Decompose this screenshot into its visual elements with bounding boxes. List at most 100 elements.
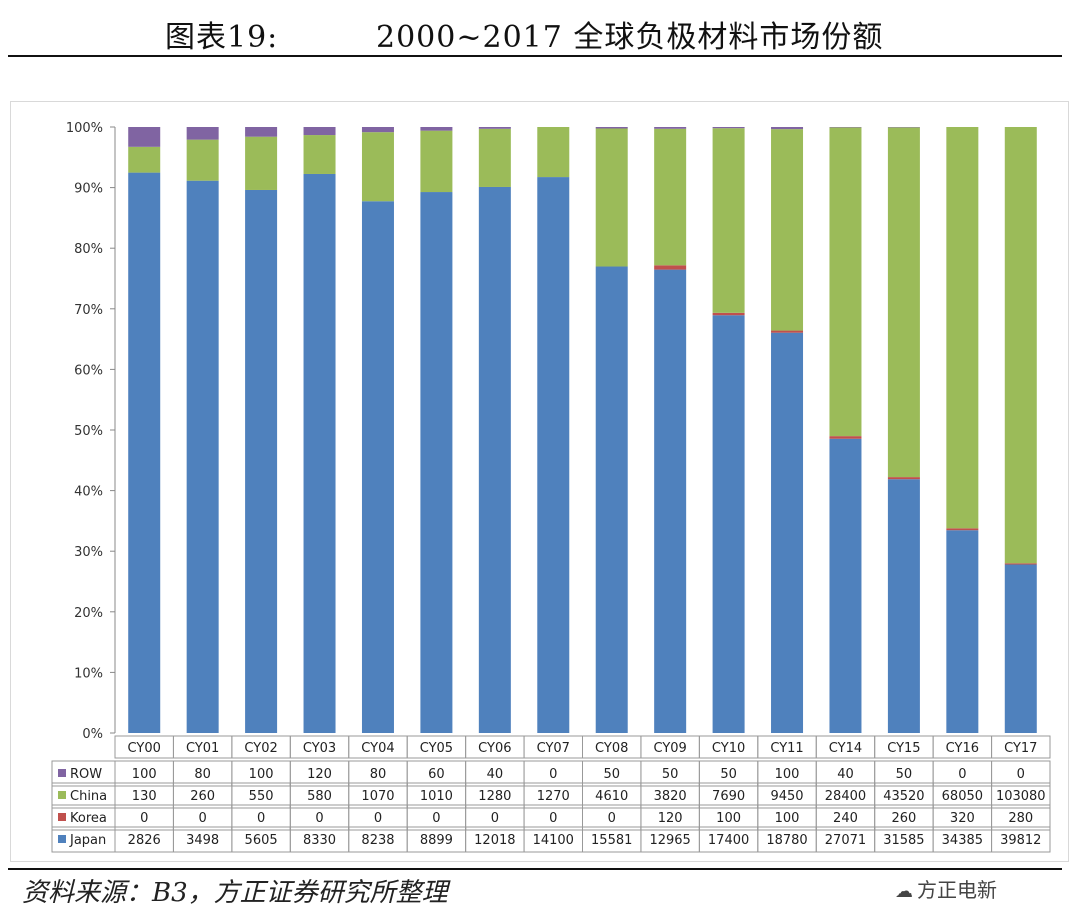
- data-label-korea: 0: [549, 811, 557, 826]
- category-label: CY02: [244, 741, 277, 756]
- data-label-korea: 0: [432, 811, 440, 826]
- category-label: CY08: [595, 741, 628, 756]
- category-label: CY06: [478, 741, 511, 756]
- data-label-china: 68050: [942, 789, 983, 804]
- category-label: CY10: [712, 741, 745, 756]
- bar-japan-cy14: [829, 439, 861, 733]
- y-tick-label: 40%: [74, 485, 103, 500]
- data-label-korea: 260: [891, 811, 916, 826]
- bar-china-cy03: [304, 135, 336, 174]
- bar-korea-cy09: [654, 265, 686, 269]
- data-label-japan: 3498: [186, 833, 219, 848]
- data-label-japan: 31585: [883, 833, 924, 848]
- category-label: CY11: [770, 741, 803, 756]
- data-label-korea: 0: [140, 811, 148, 826]
- bar-row-cy02: [245, 127, 277, 137]
- bar-japan-cy04: [362, 201, 394, 733]
- bar-china-cy08: [596, 128, 628, 266]
- data-label-china: 3820: [654, 789, 687, 804]
- data-label-row: 40: [487, 767, 504, 782]
- data-label-china: 1280: [478, 789, 511, 804]
- bar-china-cy14: [829, 127, 861, 436]
- bar-china-cy05: [420, 131, 452, 192]
- data-label-row: 0: [958, 767, 966, 782]
- data-label-china: 43520: [883, 789, 924, 804]
- bar-china-cy04: [362, 132, 394, 201]
- legend-label-china: China: [70, 789, 107, 804]
- data-label-row: 60: [428, 767, 445, 782]
- data-label-korea: 0: [315, 811, 323, 826]
- data-label-japan: 15581: [591, 833, 632, 848]
- y-tick-label: 30%: [74, 545, 103, 560]
- bar-china-cy01: [187, 140, 219, 181]
- data-label-row: 0: [1017, 767, 1025, 782]
- bar-japan-cy16: [946, 530, 978, 733]
- data-label-china: 1070: [361, 789, 394, 804]
- category-label: CY16: [946, 741, 979, 756]
- data-label-china: 103080: [996, 789, 1046, 804]
- category-label: CY01: [186, 741, 219, 756]
- bar-japan-cy17: [1005, 564, 1037, 733]
- data-label-china: 550: [249, 789, 274, 804]
- data-label-row: 0: [549, 767, 557, 782]
- data-label-korea: 0: [491, 811, 499, 826]
- data-label-china: 130: [132, 789, 157, 804]
- bar-china-cy15: [888, 127, 920, 477]
- bar-japan-cy08: [596, 267, 628, 733]
- bar-china-cy16: [946, 127, 978, 528]
- bar-row-cy03: [304, 127, 336, 135]
- legend-swatch-row: [58, 769, 66, 777]
- category-label: CY04: [361, 741, 394, 756]
- category-label: CY14: [829, 741, 862, 756]
- bar-korea-cy14: [829, 436, 861, 439]
- data-label-china: 7690: [712, 789, 745, 804]
- category-label: CY09: [653, 741, 686, 756]
- bar-korea-cy16: [946, 528, 978, 530]
- bar-row-cy01: [187, 127, 219, 140]
- data-label-korea: 0: [199, 811, 207, 826]
- data-label-japan: 12965: [649, 833, 690, 848]
- category-label: CY17: [1004, 741, 1037, 756]
- watermark: ☁方正电新: [895, 874, 997, 903]
- bar-row-cy11: [771, 127, 803, 129]
- y-tick-label: 20%: [74, 606, 103, 621]
- data-label-japan: 8238: [361, 833, 394, 848]
- data-label-japan: 18780: [766, 833, 807, 848]
- data-label-row: 120: [307, 767, 332, 782]
- legend-label-korea: Korea: [70, 811, 107, 826]
- y-tick-label: 90%: [74, 182, 103, 197]
- bar-row-cy09: [654, 127, 686, 129]
- bar-japan-cy10: [713, 315, 745, 733]
- data-label-korea: 0: [257, 811, 265, 826]
- y-tick-label: 80%: [74, 242, 103, 257]
- y-tick-label: 10%: [74, 666, 103, 681]
- data-label-row: 80: [194, 767, 211, 782]
- bar-row-cy10: [713, 127, 745, 128]
- data-label-china: 260: [190, 789, 215, 804]
- bar-row-cy05: [420, 127, 452, 131]
- bar-japan-cy01: [187, 181, 219, 733]
- bar-china-cy09: [654, 129, 686, 266]
- data-label-row: 40: [837, 767, 854, 782]
- data-label-china: 1010: [420, 789, 453, 804]
- bar-japan-cy03: [304, 174, 336, 733]
- y-tick-label: 50%: [74, 424, 103, 439]
- data-label-japan: 34385: [942, 833, 983, 848]
- data-label-row: 100: [132, 767, 157, 782]
- bar-china-cy00: [128, 147, 160, 173]
- data-label-china: 4610: [595, 789, 628, 804]
- bar-korea-cy17: [1005, 563, 1037, 564]
- legend-label-row: ROW: [70, 767, 102, 782]
- bar-china-cy02: [245, 137, 277, 190]
- data-label-row: 100: [775, 767, 800, 782]
- bar-row-cy00: [128, 127, 160, 147]
- data-label-japan: 8330: [303, 833, 336, 848]
- data-label-row: 50: [603, 767, 620, 782]
- bar-row-cy04: [362, 127, 394, 132]
- legend-swatch-korea: [58, 813, 66, 821]
- legend-swatch-china: [58, 791, 66, 799]
- watermark-text: 方正电新: [917, 880, 997, 902]
- bar-japan-cy11: [771, 333, 803, 733]
- data-label-row: 100: [249, 767, 274, 782]
